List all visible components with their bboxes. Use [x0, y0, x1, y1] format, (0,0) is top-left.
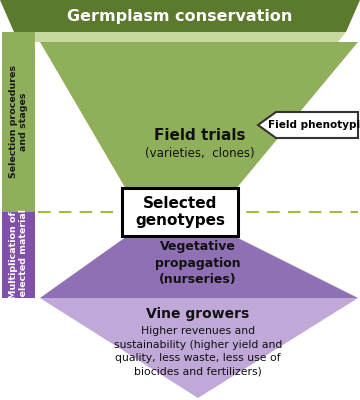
Bar [2, 32, 35, 212]
Polygon shape [40, 234, 358, 298]
Bar [2, 212, 35, 298]
Polygon shape [258, 112, 358, 138]
FancyBboxPatch shape [122, 188, 238, 236]
Polygon shape [40, 298, 358, 398]
Text: Higher revenues and
sustainability (higher yield and
quality, less waste, less u: Higher revenues and sustainability (high… [114, 326, 282, 377]
Polygon shape [14, 32, 346, 42]
Text: Vine growers: Vine growers [147, 307, 249, 321]
Polygon shape [0, 0, 360, 32]
Text: Vegetative
propagation
(nurseries): Vegetative propagation (nurseries) [155, 240, 241, 286]
Text: Field phenotyping: Field phenotyping [269, 120, 360, 130]
Polygon shape [40, 42, 358, 196]
Text: Selected
genotypes: Selected genotypes [135, 196, 225, 228]
Text: Field trials: Field trials [154, 128, 246, 142]
Text: Germplasm conservation: Germplasm conservation [67, 8, 293, 24]
Text: Selection procedures
and stages: Selection procedures and stages [9, 66, 28, 178]
Text: Multiplication of
selected material: Multiplication of selected material [9, 208, 28, 302]
Text: (varieties,  clones): (varieties, clones) [145, 148, 255, 160]
